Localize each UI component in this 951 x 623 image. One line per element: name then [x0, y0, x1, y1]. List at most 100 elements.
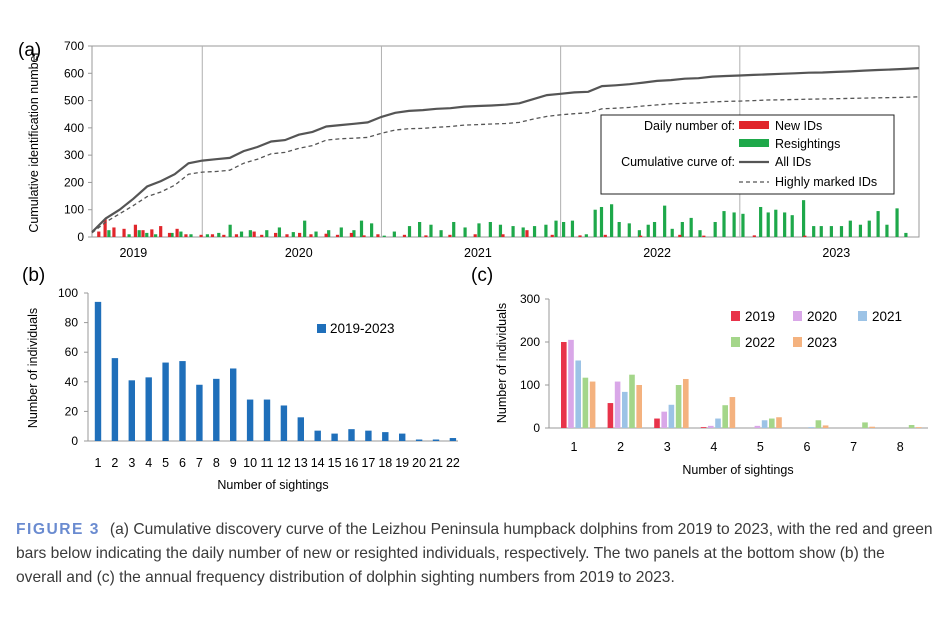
bar: [314, 430, 321, 441]
new-ids-bar: [639, 235, 643, 237]
y-tick-label: 400: [64, 121, 84, 135]
resightings-bar: [689, 217, 693, 237]
x-tick-label: 2: [617, 440, 624, 454]
new-ids-bar: [702, 235, 706, 237]
bar-2019: [654, 418, 660, 428]
resightings-bar: [562, 221, 566, 237]
new-ids-bar: [402, 234, 407, 237]
new-ids-bar: [473, 234, 477, 237]
resightings-bar: [867, 220, 871, 237]
bar-2019: [700, 427, 707, 428]
bar: [365, 430, 372, 441]
panel-c: (c) Number of individuals 0 100 200 300 1 2 3…: [471, 265, 928, 477]
y-tick-label: 20: [65, 404, 79, 418]
resightings-bar: [609, 204, 614, 237]
bar-2020: [568, 339, 574, 428]
bar-2022: [629, 374, 635, 428]
resightings-bar: [370, 223, 374, 237]
resightings-bar: [759, 206, 763, 237]
new-ids-bar: [362, 235, 366, 237]
new-ids-bar: [285, 234, 289, 237]
resightings-bar: [314, 231, 318, 237]
new-ids-bar: [298, 232, 302, 237]
figure: (a) Cumulative identification number 010…: [18, 39, 928, 492]
x-tick-label: 6: [804, 440, 811, 454]
resightings-bar: [637, 230, 641, 237]
x-tick-label: 3: [128, 456, 135, 470]
resightings-bar: [239, 231, 244, 237]
bar-2022: [582, 377, 589, 428]
x-tick-label: 6: [179, 456, 186, 470]
x-tick-label: 1: [95, 456, 102, 470]
legend-swatch-2021: [858, 311, 867, 321]
bar-2021: [668, 404, 675, 428]
new-ids-bar: [578, 235, 582, 237]
resightings-bar: [488, 221, 492, 237]
resightings-bar: [359, 220, 364, 237]
new-ids-bar: [803, 235, 807, 237]
x-tick-label: 16: [345, 456, 359, 470]
bar: [145, 377, 152, 441]
bar-2020: [754, 425, 761, 428]
legend-resightings-label: Resightings: [775, 137, 840, 151]
resightings-bar: [339, 227, 343, 237]
resightings-bar: [511, 226, 515, 237]
resightings-bar: [145, 232, 149, 237]
resightings-bar: [593, 209, 597, 237]
resightings-bar: [599, 206, 604, 237]
resightings-bar: [858, 224, 863, 237]
resightings-bar: [407, 226, 412, 237]
new-ids-bar: [550, 234, 554, 237]
new-ids-bar: [133, 224, 138, 237]
legend-label-2021: 2021: [872, 309, 902, 324]
bar-2021: [622, 391, 628, 428]
resightings-bar: [179, 231, 183, 237]
bar: [382, 432, 389, 441]
resightings-bar: [554, 220, 558, 237]
resightings-bar: [570, 220, 575, 237]
panel-c-y-axis: 0 100 200 300: [520, 292, 549, 435]
resightings-bar: [352, 230, 356, 237]
bar: [162, 362, 169, 441]
panel-b-legend-label: 2019-2023: [330, 321, 395, 336]
resightings-bar: [722, 211, 726, 237]
bar: [213, 378, 220, 441]
bar-2022: [862, 422, 868, 428]
bar-2019: [607, 403, 614, 428]
bar-2023: [589, 381, 596, 428]
y-tick-label: 100: [64, 203, 84, 217]
panel-a-x-axis: 2019 2020 2021 2022 2023: [119, 246, 850, 260]
figure-caption: FIGURE 3 (a) Cumulative discovery curve o…: [16, 518, 934, 590]
resightings-bar: [205, 234, 210, 237]
x-tick-label: 19: [395, 456, 409, 470]
resightings-bar: [228, 224, 232, 237]
resightings-bar: [265, 230, 269, 237]
resightings-bar: [646, 224, 650, 237]
legend-new-ids-swatch: [739, 121, 769, 129]
panel-a-y-axis: 0 100 200 300 400 500 600 700: [64, 39, 92, 244]
x-tick-label: 18: [378, 456, 392, 470]
panel-c-ylabel: Number of individuals: [495, 303, 509, 423]
panel-c-label: (c): [471, 265, 493, 286]
bar: [196, 384, 203, 441]
x-tick-label: 7: [850, 440, 857, 454]
new-ids-bar: [122, 228, 126, 237]
bar: [263, 399, 271, 441]
x-tick-label: 21: [429, 456, 443, 470]
x-tick-label: 20: [412, 456, 426, 470]
series-highly-marked-ids-line: [91, 96, 920, 234]
resightings-bar: [663, 205, 667, 237]
new-ids-bar: [274, 232, 278, 237]
panel-b-x-axis: 1 2 3 4 5 6 7 8 9 10 11 12 13 14 15 16 17 18 19 20 21 22: [95, 456, 460, 470]
bar-2020: [614, 381, 621, 428]
bar-2023: [683, 378, 689, 428]
resightings-bar: [848, 220, 852, 237]
panel-a-plot-frame: [91, 45, 920, 238]
legend-new-ids-label: New IDs: [775, 119, 822, 133]
new-ids-bar: [199, 234, 203, 237]
resightings-bar: [127, 234, 131, 237]
bar: [230, 368, 237, 441]
bar: [432, 439, 440, 441]
new-ids-bar: [159, 226, 163, 237]
resightings-bar: [670, 228, 674, 237]
